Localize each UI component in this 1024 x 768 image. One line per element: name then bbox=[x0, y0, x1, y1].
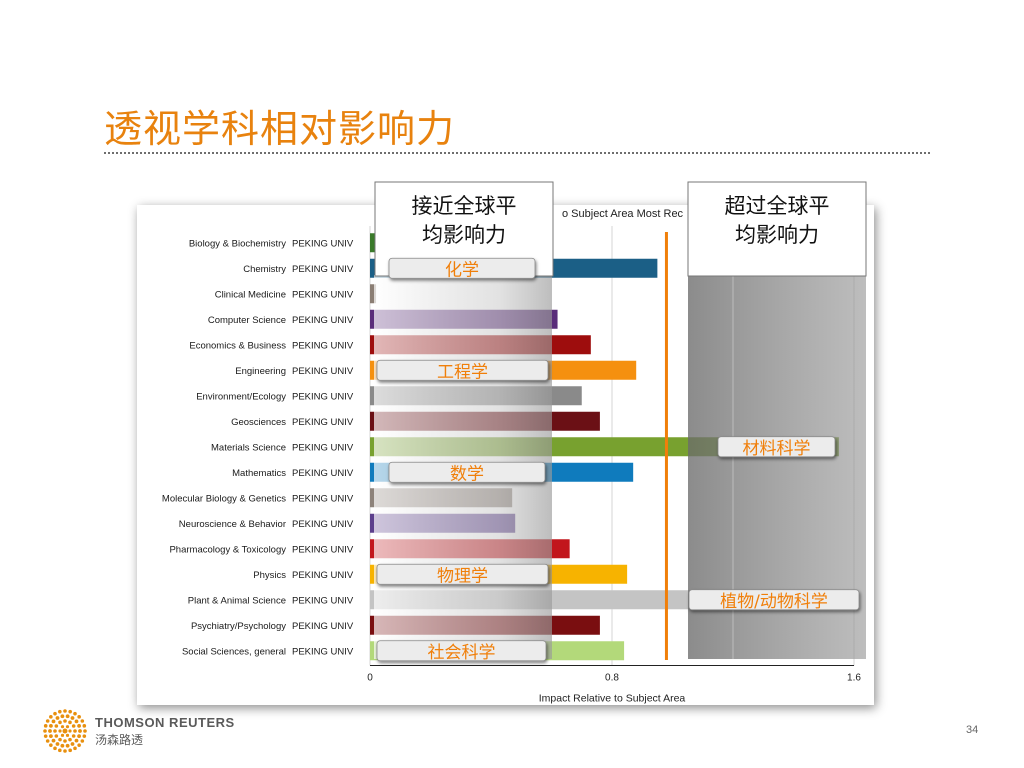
institution-label: PEKING UNIV bbox=[292, 519, 354, 530]
institution-label: PEKING UNIV bbox=[292, 468, 354, 479]
category-label: Social Sciences, general bbox=[182, 646, 286, 657]
institution-label: PEKING UNIV bbox=[292, 289, 354, 300]
category-label: Computer Science bbox=[208, 315, 286, 326]
institution-label: PEKING UNIV bbox=[292, 646, 354, 657]
category-label: Clinical Medicine bbox=[215, 289, 286, 300]
brand-name-cn: 汤森路透 bbox=[95, 733, 144, 747]
category-label: Biology & Biochemistry bbox=[189, 238, 286, 249]
page-number: 34 bbox=[966, 724, 979, 736]
bar bbox=[370, 360, 637, 380]
institution-label: PEKING UNIV bbox=[292, 493, 354, 504]
institution-label: PEKING UNIV bbox=[292, 621, 354, 632]
bar bbox=[370, 386, 582, 406]
category-label: Chemistry bbox=[243, 264, 286, 275]
x-tick-label: 1.6 bbox=[847, 673, 861, 684]
bar bbox=[370, 258, 658, 278]
category-label: Mathematics bbox=[232, 468, 286, 479]
chart-title: o Subject Area Most Rec bbox=[562, 208, 684, 220]
slide-title: 透视学科相对影响力 bbox=[104, 107, 456, 151]
bar bbox=[370, 488, 513, 508]
chart-panel: o Subject Area Most Rec Biology & Biochem… bbox=[137, 205, 874, 705]
institution-label: PEKING UNIV bbox=[292, 340, 354, 351]
institution-label: PEKING UNIV bbox=[292, 264, 354, 275]
bar bbox=[370, 411, 600, 431]
institution-label: PEKING UNIV bbox=[292, 595, 354, 606]
bar bbox=[370, 233, 377, 253]
category-label: Neuroscience & Behavior bbox=[179, 519, 286, 530]
impact-bar-chart: o Subject Area Most Rec Biology & Biochem… bbox=[162, 208, 861, 705]
bar bbox=[370, 513, 516, 533]
category-label: Psychiatry/Psychology bbox=[191, 621, 286, 632]
bar bbox=[370, 309, 558, 329]
bar bbox=[370, 462, 634, 482]
category-label: Environment/Ecology bbox=[196, 391, 286, 402]
category-label: Pharmacology & Toxicology bbox=[169, 544, 286, 555]
bar bbox=[370, 437, 839, 457]
x-axis-title: Impact Relative to Subject Area bbox=[539, 693, 686, 705]
category-label: Engineering bbox=[235, 366, 286, 377]
bar bbox=[370, 539, 570, 559]
institution-label: PEKING UNIV bbox=[292, 417, 354, 428]
thomson-reuters-logo-icon bbox=[43, 709, 87, 753]
bar bbox=[370, 335, 591, 355]
bar bbox=[370, 590, 779, 610]
institution-label: PEKING UNIV bbox=[292, 366, 354, 377]
bar bbox=[370, 615, 600, 635]
institution-label: PEKING UNIV bbox=[292, 391, 354, 402]
brand-name-en: THOMSON REUTERS bbox=[95, 715, 235, 730]
category-label: Economics & Business bbox=[189, 340, 286, 351]
category-label: Materials Science bbox=[211, 442, 286, 453]
category-label: Physics bbox=[253, 570, 286, 581]
institution-label: PEKING UNIV bbox=[292, 544, 354, 555]
bar bbox=[370, 564, 628, 584]
title-divider bbox=[104, 152, 930, 154]
x-tick-label: 0 bbox=[367, 673, 373, 684]
category-label: Plant & Animal Science bbox=[188, 595, 286, 606]
bar bbox=[370, 284, 377, 304]
institution-label: PEKING UNIV bbox=[292, 315, 354, 326]
institution-label: PEKING UNIV bbox=[292, 442, 354, 453]
institution-label: PEKING UNIV bbox=[292, 570, 354, 581]
institution-label: PEKING UNIV bbox=[292, 238, 354, 249]
category-label: Geosciences bbox=[231, 417, 286, 428]
x-tick-label: 0.8 bbox=[605, 673, 619, 684]
bar bbox=[370, 641, 625, 661]
category-label: Molecular Biology & Genetics bbox=[162, 493, 286, 504]
